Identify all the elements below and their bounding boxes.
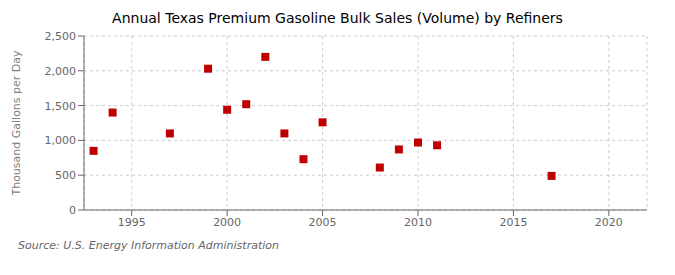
- svg-text:500: 500: [55, 169, 76, 182]
- svg-text:2005: 2005: [309, 216, 337, 229]
- svg-text:1,500: 1,500: [45, 100, 77, 113]
- svg-text:2020: 2020: [595, 216, 623, 229]
- svg-text:2,000: 2,000: [45, 65, 77, 78]
- svg-text:2010: 2010: [404, 216, 432, 229]
- svg-text:2015: 2015: [499, 216, 527, 229]
- svg-text:1995: 1995: [118, 216, 146, 229]
- html-text:Source: U.S. Energy Informatio: Source: U.S. Energy Information Administ…: [18, 239, 279, 252]
- html-text:Annual Texas Premium Gasoline: Annual Texas Premium Gasoline Bulk Sales…: [112, 10, 563, 26]
- svg-text:1,000: 1,000: [45, 134, 77, 147]
- svg-text:Thousand Gallons per Day: Thousand Gallons per Day: [10, 50, 23, 197]
- svg-text:2,500: 2,500: [45, 30, 77, 43]
- svg-text:0: 0: [69, 204, 76, 217]
- svg-text:2000: 2000: [213, 216, 241, 229]
